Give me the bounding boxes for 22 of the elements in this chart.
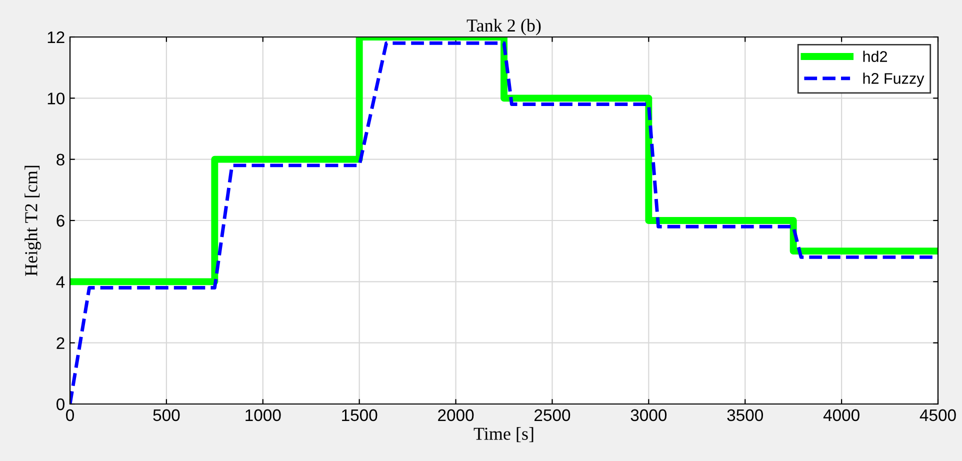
x-axis-title: Time [s] (474, 427, 534, 442)
y-tick-label: 10 (48, 92, 64, 104)
x-tick-label: 1000 (246, 409, 281, 422)
legend-label: hd2 (863, 50, 887, 62)
y-tick-label: 4 (56, 276, 65, 288)
chart-title: Tank 2 (b) (466, 18, 541, 36)
x-tick-label: 1500 (342, 409, 378, 422)
y-tick-label: 0 (56, 398, 64, 410)
x-tick-label: 4000 (823, 409, 860, 422)
y-tick-label: 2 (56, 337, 64, 349)
x-tick-label: 4500 (920, 409, 956, 422)
x-tick-label: 500 (153, 409, 180, 422)
x-tick-label: 2000 (438, 409, 474, 422)
x-tick-label: 3000 (630, 409, 667, 422)
y-tick-label: 6 (56, 214, 64, 227)
y-tick-label: 12 (48, 31, 64, 44)
x-tick-label: 2500 (534, 409, 570, 422)
x-tick-label: 3500 (727, 409, 763, 422)
x-tick-label: 0 (66, 409, 74, 422)
y-axis-title: Height T2 [cm] (24, 166, 42, 276)
legend-label: h2 Fuzzy (863, 72, 924, 87)
y-tick-label: 8 (56, 154, 64, 166)
